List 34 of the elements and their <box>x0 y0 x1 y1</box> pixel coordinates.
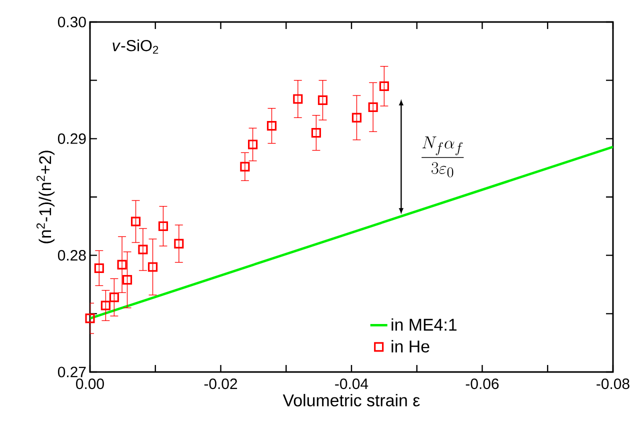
point <box>100 300 110 310</box>
annotation: v-SiO$_{2}$ <box>112 40 158 54</box>
annotation: $\frac{N_f\alpha_f}{3\varepsilon_0}$ <box>422 136 464 178</box>
point <box>352 112 362 122</box>
point <box>138 244 148 254</box>
point <box>94 263 104 273</box>
x-axis-title: Volumetric strain ε <box>282 394 420 406</box>
point <box>117 260 127 270</box>
y-tick-label: 0.30 <box>58 16 86 28</box>
y-tick-label: 0.29 <box>58 133 86 144</box>
y-axis-title: (n$^{2}$-1)/(n$^{2}$+2) <box>36 150 55 244</box>
point <box>240 162 250 172</box>
x-tick-label: -0.04 <box>335 378 368 390</box>
point <box>158 221 168 231</box>
y-tick-label: 0.27 <box>58 366 86 378</box>
point <box>311 128 321 138</box>
point <box>122 275 132 285</box>
x-tick-label: -0.02 <box>204 378 238 390</box>
point <box>379 81 389 91</box>
legend-label: in He <box>392 340 430 352</box>
point <box>174 238 184 248</box>
x-tick-label: -0.08 <box>596 378 630 390</box>
point <box>248 140 258 150</box>
x-tick-label: 0.00 <box>76 378 104 390</box>
point <box>368 102 378 112</box>
legend-label: in ME4:1 <box>392 318 457 331</box>
x-tick-label: -0.06 <box>466 378 499 390</box>
point <box>130 216 141 226</box>
point <box>318 95 328 105</box>
point <box>293 94 303 104</box>
point <box>85 314 95 324</box>
y-tick-label: 0.28 <box>58 250 86 261</box>
point <box>266 121 277 131</box>
point <box>109 292 119 302</box>
